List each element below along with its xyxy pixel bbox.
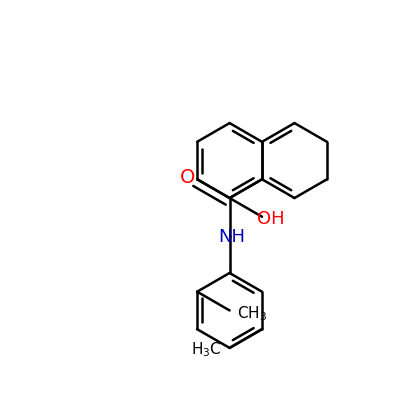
Text: CH$_3$: CH$_3$ bbox=[237, 304, 267, 323]
Text: O: O bbox=[180, 168, 195, 187]
Text: H$_3$C: H$_3$C bbox=[191, 340, 222, 359]
Text: NH: NH bbox=[218, 228, 245, 246]
Text: OH: OH bbox=[257, 210, 284, 228]
